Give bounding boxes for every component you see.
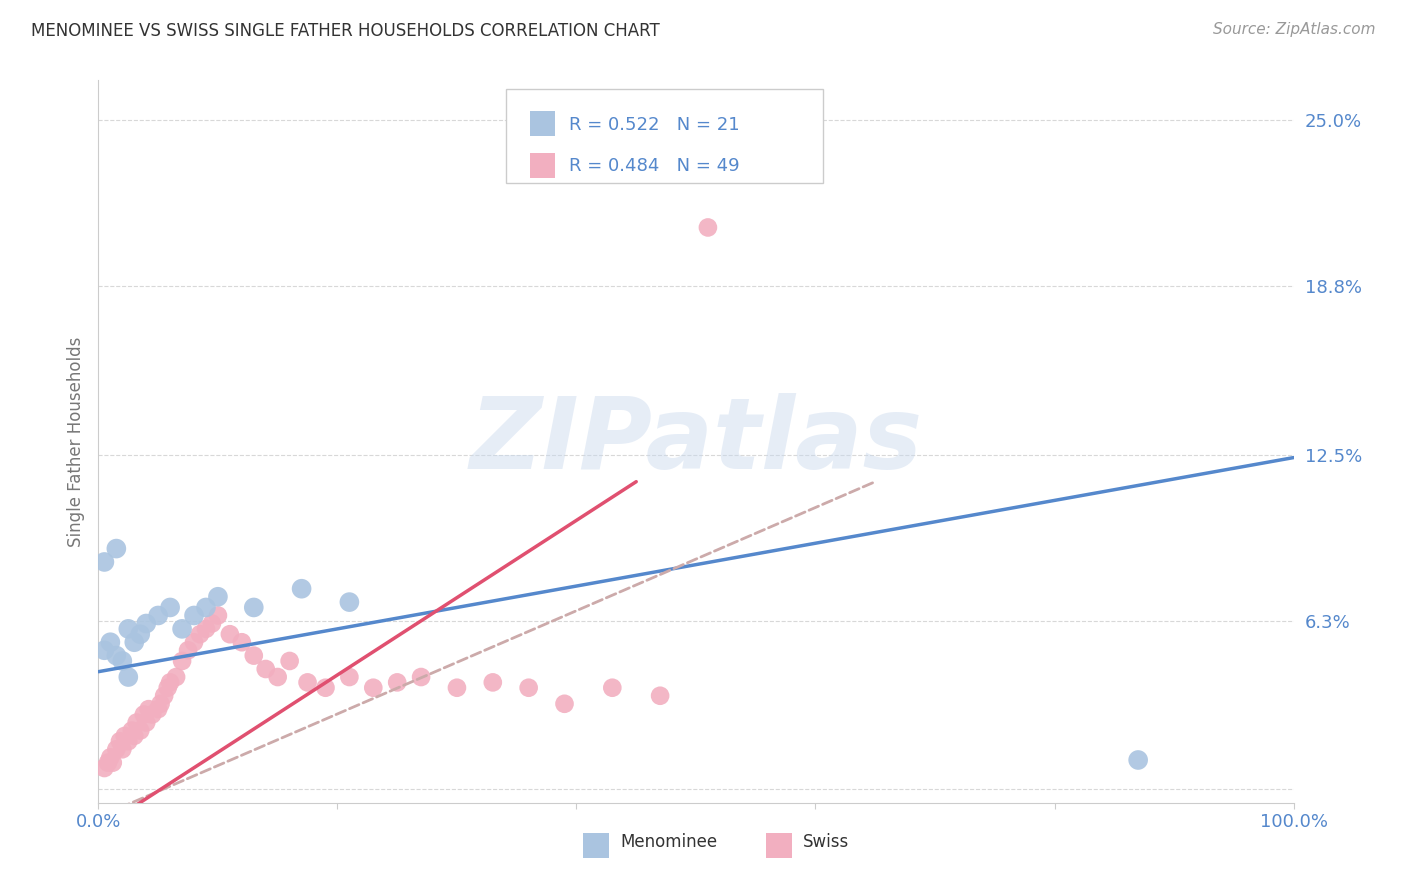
Point	[602, 681, 624, 695]
Point	[291, 582, 314, 596]
Point	[149, 697, 172, 711]
Point	[315, 681, 337, 695]
Point	[172, 654, 194, 668]
Text: R = 0.522   N = 21: R = 0.522 N = 21	[569, 116, 740, 134]
Point	[243, 600, 266, 615]
Point	[201, 616, 224, 631]
Text: Swiss: Swiss	[803, 833, 849, 851]
Point	[141, 707, 163, 722]
Point	[267, 670, 290, 684]
Point	[172, 622, 194, 636]
Point	[108, 734, 131, 748]
Point	[93, 555, 115, 569]
Point	[159, 675, 181, 690]
Point	[183, 608, 205, 623]
Point	[159, 600, 181, 615]
Text: R = 0.484   N = 49: R = 0.484 N = 49	[569, 157, 740, 175]
Point	[188, 627, 211, 641]
Point	[111, 654, 134, 668]
Point	[148, 608, 170, 623]
Point	[129, 723, 152, 738]
Point	[93, 761, 115, 775]
Point	[363, 681, 385, 695]
Point	[648, 689, 672, 703]
Point	[105, 541, 128, 556]
Y-axis label: Single Father Households: Single Father Households	[66, 336, 84, 547]
Point	[105, 648, 128, 663]
Point	[98, 635, 122, 649]
Text: MENOMINEE VS SWISS SINGLE FATHER HOUSEHOLDS CORRELATION CHART: MENOMINEE VS SWISS SINGLE FATHER HOUSEHO…	[31, 22, 659, 40]
Text: Menominee: Menominee	[620, 833, 717, 851]
Point	[125, 715, 148, 730]
Point	[231, 635, 253, 649]
Point	[135, 616, 157, 631]
Point	[148, 702, 170, 716]
Point	[697, 220, 720, 235]
Point	[114, 729, 136, 743]
Point	[124, 635, 146, 649]
Point	[297, 675, 319, 690]
Point	[97, 756, 120, 770]
Point	[254, 662, 277, 676]
Point	[195, 600, 218, 615]
Text: Source: ZipAtlas.com: Source: ZipAtlas.com	[1212, 22, 1375, 37]
Point	[165, 670, 187, 684]
Point	[481, 675, 505, 690]
Point	[278, 654, 301, 668]
Point	[446, 681, 468, 695]
Point	[111, 742, 134, 756]
Point	[385, 675, 409, 690]
Point	[177, 643, 200, 657]
Point	[339, 670, 361, 684]
Point	[129, 627, 152, 641]
Point	[517, 681, 540, 695]
Point	[105, 742, 128, 756]
Point	[117, 670, 139, 684]
Point	[132, 707, 155, 722]
Point	[93, 643, 115, 657]
Point	[219, 627, 242, 641]
Point	[153, 689, 176, 703]
Point	[243, 648, 266, 663]
Point	[117, 734, 139, 748]
Point	[156, 681, 179, 695]
Point	[138, 702, 160, 716]
Point	[124, 729, 146, 743]
Point	[101, 756, 124, 770]
Text: ZIPatlas: ZIPatlas	[470, 393, 922, 490]
Point	[411, 670, 433, 684]
Point	[207, 608, 229, 623]
Point	[207, 590, 229, 604]
Point	[554, 697, 576, 711]
Point	[1128, 753, 1150, 767]
Point	[98, 750, 122, 764]
Point	[135, 715, 157, 730]
Point	[339, 595, 361, 609]
Point	[121, 723, 143, 738]
Point	[117, 622, 139, 636]
Point	[183, 635, 205, 649]
Point	[195, 622, 218, 636]
